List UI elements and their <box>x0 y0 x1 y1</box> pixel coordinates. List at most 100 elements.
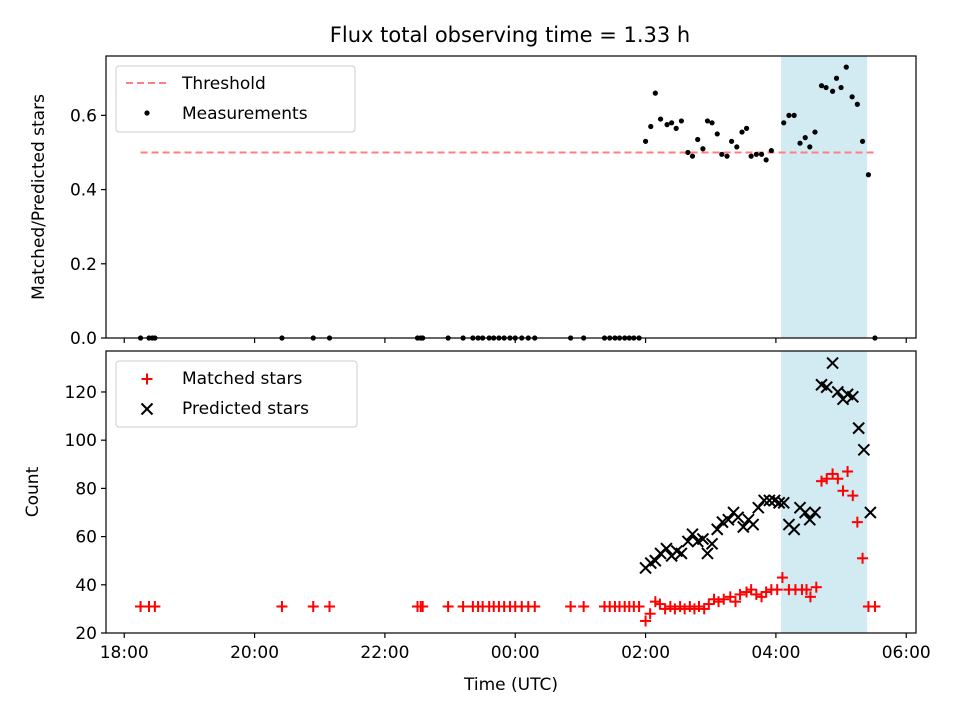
predicted-star-point <box>787 523 801 536</box>
matched-star-point <box>654 598 666 610</box>
predicted-star-point <box>857 443 871 457</box>
matched-star-point <box>693 600 705 612</box>
matched-star-point <box>457 600 469 612</box>
bottom-xticks: 18:00 20:00 22:00 00:00 02:00 04:00 06:00 <box>100 633 931 663</box>
matched-star-point <box>776 572 788 584</box>
top-legend: Threshold Measurements <box>115 65 356 133</box>
measurement-point <box>709 120 715 126</box>
matched-star-point <box>724 591 736 603</box>
measurements-legend-label: Measurements <box>182 104 308 124</box>
matched-star-point <box>847 490 859 502</box>
matched-star-point <box>729 596 741 608</box>
xtick-label: 22:00 <box>360 643 409 663</box>
predicted-star-point <box>763 494 776 507</box>
matched-star-point <box>633 600 645 612</box>
xtick-label: 06:00 <box>882 643 931 663</box>
matched-star-point <box>750 588 762 600</box>
predicted-star-point <box>826 356 839 370</box>
xtick-label: 20:00 <box>230 643 279 663</box>
predicted-star-point <box>722 513 735 526</box>
matched-star-point <box>307 600 319 612</box>
matched-star-point <box>669 603 681 615</box>
matched-star-point <box>857 552 869 564</box>
predicted-star-point <box>649 554 662 567</box>
matched-star-point <box>679 603 691 615</box>
bottom-axes-frame <box>105 350 917 634</box>
matched-star-point <box>771 584 783 596</box>
ytick-label: 0.0 <box>70 329 97 349</box>
measurements-legend-swatch <box>144 110 150 116</box>
measurement-point <box>812 129 818 135</box>
measurement-point <box>689 153 696 159</box>
matched-star-point <box>734 588 746 600</box>
matched-star-point <box>703 598 715 610</box>
measurement-point <box>838 84 844 91</box>
predicted-star-point <box>803 513 816 526</box>
matched-star-point <box>644 608 656 620</box>
measurement-point <box>818 83 825 89</box>
measurement-point <box>768 148 774 154</box>
matched-star-point <box>529 600 541 612</box>
predicted-star-point <box>799 506 812 519</box>
legend-plus-mark <box>141 373 153 385</box>
measurement-point <box>734 144 740 150</box>
top-xticks <box>123 338 907 343</box>
predicted-star-point <box>660 542 673 555</box>
bottom-yticks: 20 40 60 80 100 120 <box>65 383 106 644</box>
predicted-star-point <box>846 390 859 404</box>
ytick-label: 0.2 <box>70 255 97 275</box>
matched-star-point <box>804 591 816 603</box>
measurement-point <box>859 138 866 144</box>
xtick-label: 00:00 <box>491 643 540 663</box>
measurement-point <box>743 125 750 131</box>
matched-star-point <box>659 603 671 615</box>
bottom-xlabel: Time (UTC) <box>463 675 558 695</box>
matched-star-point <box>816 475 828 487</box>
measurement-point <box>791 112 797 118</box>
predicted-star-point <box>711 523 724 536</box>
measurement-point <box>685 149 691 156</box>
measurement-point <box>728 138 735 144</box>
xtick-label: 18:00 <box>100 643 149 663</box>
measurement-point <box>642 138 649 144</box>
matched-star-point <box>810 581 822 593</box>
matched-star-point <box>851 516 863 528</box>
threshold-legend-label: Threshold <box>181 74 266 94</box>
matched-legend-label: Matched stars <box>182 369 302 389</box>
predicted-star-point <box>864 506 877 519</box>
predicted-star-point <box>757 494 771 507</box>
predicted-star-point <box>731 511 745 524</box>
top-axes: 0.0 0.2 0.4 0.6 Matched/Predicted stars Thr… <box>29 55 917 349</box>
measurement-point <box>657 116 664 122</box>
measurement-point <box>673 125 679 131</box>
ytick-label: 40 <box>75 576 97 596</box>
measurement-point <box>823 84 829 91</box>
predicted-star-point <box>701 547 714 560</box>
predicted-star-point <box>686 527 699 541</box>
top-axes-frame <box>105 55 917 339</box>
matched-star-point <box>417 600 429 612</box>
xtick-label: 04:00 <box>751 643 800 663</box>
matched-star-point <box>842 466 854 478</box>
measurement-point <box>854 101 860 107</box>
predicted-star-point <box>737 520 750 534</box>
predicted-star-point <box>696 532 710 546</box>
highlight-band <box>781 56 868 338</box>
bottom-legend: Matched stars Predicted stars <box>115 360 358 428</box>
matched-star-point <box>640 615 652 627</box>
matched-legend-swatch <box>141 373 153 385</box>
predicted-star-point <box>772 496 786 510</box>
ytick-label: 60 <box>75 528 97 548</box>
measurement-point <box>664 122 670 128</box>
matched-star-point <box>149 600 161 612</box>
ytick-label: 100 <box>65 431 97 451</box>
measurement-point <box>865 172 872 178</box>
top-ylabel: Matched/Predicted stars <box>29 94 49 300</box>
measurement-point <box>849 94 855 100</box>
predicted-star-point <box>820 380 833 394</box>
predicted-legend-label: Predicted stars <box>182 399 309 419</box>
matched-star-point <box>578 600 590 612</box>
ytick-label: 120 <box>65 383 97 403</box>
measurement-point <box>753 151 759 157</box>
